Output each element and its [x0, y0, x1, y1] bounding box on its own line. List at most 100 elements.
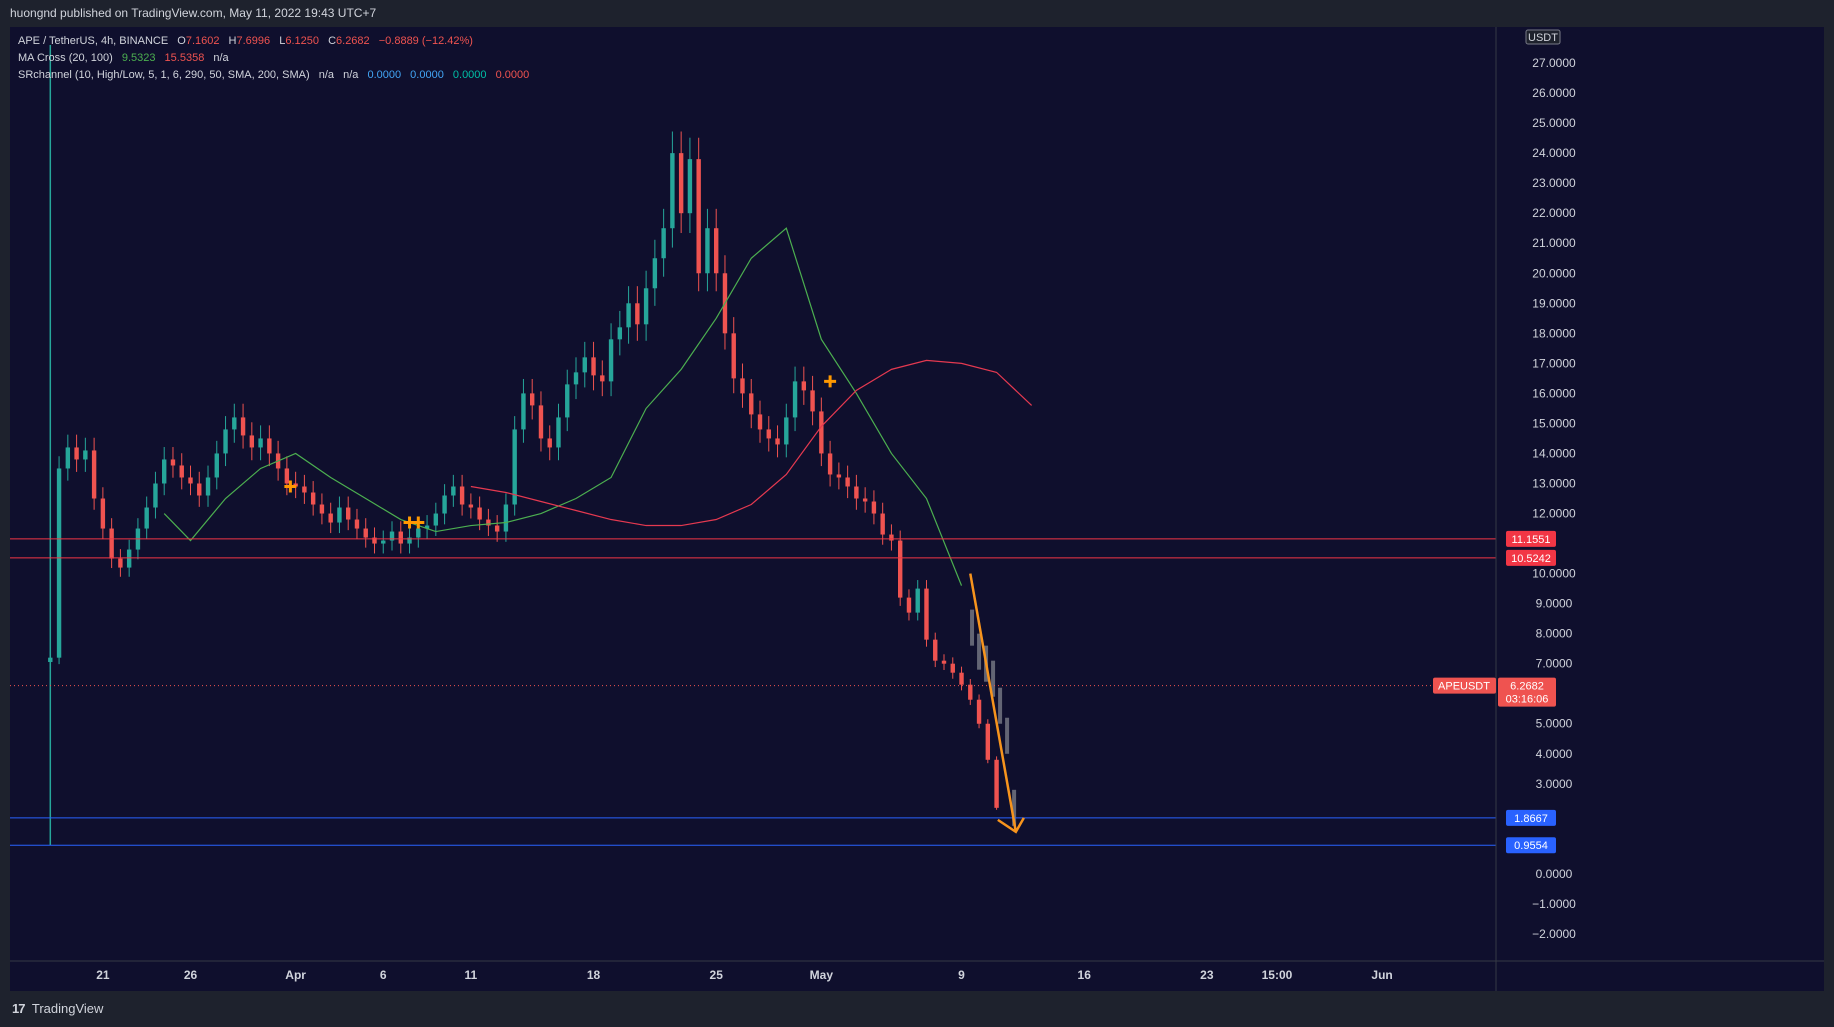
legend-sr-row[interactable]: SRchannel (10, High/Low, 5, 1, 6, 290, 5… — [18, 67, 529, 84]
x-tick-label: 6 — [380, 968, 387, 982]
candle-body — [819, 411, 824, 454]
price-line-label: 1.8667 — [1514, 813, 1548, 825]
legend-sr-na1: n/a — [318, 69, 335, 81]
candle-body — [100, 498, 106, 529]
legend-ohlc-row[interactable]: APE / TetherUS, 4h, BINANCE O7.1602 H7.6… — [18, 33, 529, 50]
candle-body — [915, 588, 920, 613]
candle-body — [258, 438, 263, 448]
candle-body — [477, 507, 482, 520]
candle-body — [118, 558, 123, 568]
candle-body — [284, 468, 290, 484]
candle-body — [582, 357, 587, 373]
candle-body — [328, 513, 333, 523]
candle-body — [363, 528, 368, 538]
chart-legend: APE / TetherUS, 4h, BINANCE O7.1602 H7.6… — [18, 33, 529, 84]
candle-body — [381, 540, 386, 544]
candle-body — [880, 513, 885, 535]
indicator-line-ma100 — [470, 359, 1033, 527]
candle-body — [924, 588, 929, 640]
candle-body — [565, 384, 570, 418]
price-line-label: 11.1551 — [1512, 534, 1551, 546]
x-tick-label: 26 — [184, 968, 198, 982]
currency-label: USDT — [1528, 32, 1558, 44]
y-tick-label: 20.0000 — [1532, 266, 1576, 280]
candle-body — [941, 660, 947, 664]
y-tick-label: 26.0000 — [1532, 86, 1576, 100]
x-tick-label: 18 — [587, 968, 601, 982]
y-tick-label: 10.0000 — [1532, 567, 1576, 581]
legend-low-label: L — [279, 35, 286, 47]
candle-body — [871, 501, 877, 514]
projection-candle — [977, 633, 982, 670]
trend-arrow-head — [997, 817, 1025, 834]
price-line-label-box — [1506, 549, 1556, 566]
legend-sr-name[interactable]: SRchannel (10, High/Low, 5, 1, 6, 290, 5… — [18, 69, 310, 81]
candle-body — [862, 498, 868, 502]
candle-body — [459, 486, 465, 505]
candle-body — [897, 540, 903, 598]
y-tick-label: 19.0000 — [1532, 296, 1576, 310]
x-tick-label: Jun — [1371, 968, 1392, 982]
price-chart-svg[interactable]: 27.0000 26.0000 25.0000 24.0000 23.0000 22.00… — [10, 27, 1824, 991]
candle-body — [617, 327, 623, 340]
candle-body — [643, 288, 649, 325]
candle-body — [600, 375, 605, 382]
y-tick-label: 0.0000 — [1536, 867, 1573, 881]
y-tick-label: 8.0000 — [1536, 627, 1573, 641]
legend-ma-slow: 15.5358 — [164, 52, 205, 64]
ma-cross-marker — [824, 375, 837, 388]
candle-body — [854, 486, 859, 499]
candle-body — [635, 303, 640, 325]
y-tick-label: 13.0000 — [1532, 476, 1576, 490]
legend-high-label: H — [228, 35, 237, 47]
candle-body — [749, 393, 754, 415]
x-tick-label: 25 — [710, 968, 724, 982]
candle-body — [372, 537, 377, 544]
y-tick-label: 23.0000 — [1532, 176, 1576, 190]
candle-body — [547, 438, 552, 448]
y-tick-label: 18.0000 — [1532, 326, 1576, 340]
candle-body — [792, 381, 798, 418]
y-tick-label: 16.0000 — [1532, 386, 1576, 400]
candle-body — [433, 513, 439, 526]
candle-body — [591, 357, 596, 376]
legend-ma-name[interactable]: MA Cross (20, 100) — [18, 52, 113, 64]
candle-body — [153, 483, 158, 508]
candle-body — [985, 723, 991, 760]
candle-body — [845, 477, 850, 487]
candle-body — [144, 507, 149, 529]
last-price-symbol-box — [1433, 677, 1496, 694]
projection-candle — [991, 660, 996, 697]
price-line-label: 10.5242 — [1511, 553, 1551, 565]
candle-body — [959, 672, 964, 685]
y-tick-label: 3.0000 — [1536, 777, 1573, 791]
y-tick-label: 9.0000 — [1536, 597, 1573, 611]
projection-candle — [998, 687, 1003, 724]
projection-candle — [1012, 789, 1017, 826]
candle-body — [267, 438, 272, 454]
legend-open-value: 7.1602 — [185, 35, 220, 47]
candle-body — [889, 534, 894, 541]
trend-arrow-line — [969, 573, 1018, 833]
y-tick-label: 4.0000 — [1536, 747, 1573, 761]
legend-ma-row[interactable]: MA Cross (20, 100) 9.5323 15.5358 n/a — [18, 50, 529, 67]
candle-body — [968, 684, 973, 700]
price-line-label-box — [1506, 837, 1556, 854]
legend-sr-v2: 0.0000 — [410, 69, 444, 81]
legend-symbol[interactable]: APE / TetherUS, 4h, BINANCE — [18, 35, 169, 47]
candle-body — [424, 525, 430, 529]
footer-brand-text: TradingView — [31, 1001, 104, 1016]
last-price-countdown: 03:16:06 — [1506, 694, 1549, 706]
candle-body — [468, 504, 474, 508]
candle-body — [714, 228, 719, 274]
candle-body — [801, 381, 807, 391]
candle-body — [310, 492, 316, 505]
candle-body — [810, 390, 815, 412]
candle-body — [521, 393, 526, 430]
candle-body — [302, 486, 307, 493]
projection-candle — [970, 609, 975, 646]
candle-body — [74, 447, 79, 460]
legend-ma-extra: n/a — [213, 52, 229, 64]
chart-area[interactable]: 27.0000 26.0000 25.0000 24.0000 23.0000 22.00… — [10, 27, 1824, 991]
footer-brand[interactable]: 17 TradingView — [0, 991, 1834, 1027]
